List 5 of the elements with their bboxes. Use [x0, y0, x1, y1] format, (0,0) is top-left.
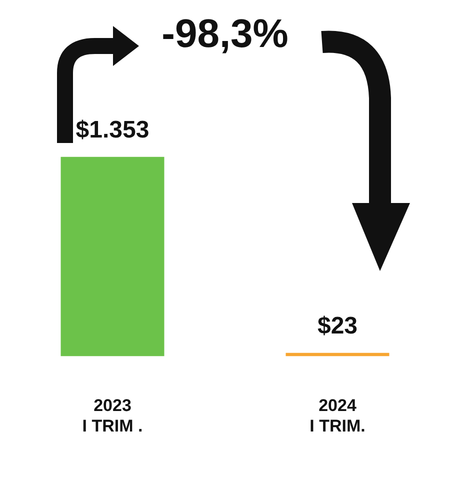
data-label: $1.353: [76, 116, 150, 144]
x-tick-label: 2023 I TRIM .: [82, 396, 143, 436]
x-tick-label: 2024 I TRIM.: [310, 396, 366, 436]
data-label: $23: [317, 312, 358, 340]
text: -98,3%: [160, 12, 290, 57]
